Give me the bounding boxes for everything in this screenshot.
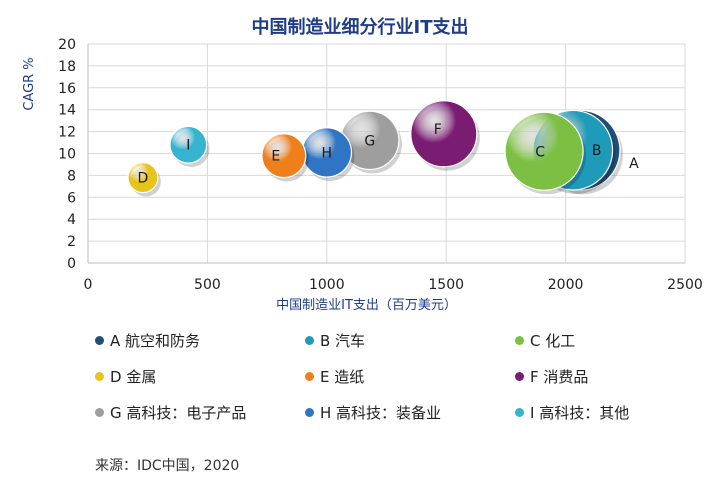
- chart-title: 中国制造业细分行业IT支出: [251, 17, 469, 38]
- y-tick-label: 16: [58, 81, 76, 97]
- bubble-f: [410, 100, 478, 168]
- x-tick-label: 1500: [428, 277, 464, 293]
- legend-dot-icon: [95, 407, 104, 417]
- legend-item: D 金属: [95, 364, 305, 388]
- x-tick-label: 1000: [309, 277, 345, 293]
- legend-dot-icon: [305, 371, 314, 381]
- y-tick-label: 12: [58, 125, 76, 141]
- legend-label: I 高科技：其他: [530, 403, 630, 422]
- bubble-e: [261, 133, 307, 179]
- legend: A 航空和防务 B 汽车 C 化工 D 金属 E 造纸 F 消费品 G 高科技：电子产品 H …: [95, 328, 695, 424]
- y-tick-label: 20: [58, 37, 76, 53]
- bubble-label-h: H: [322, 145, 333, 161]
- x-tick-label: 0: [84, 277, 93, 293]
- legend-dot-icon: [305, 335, 314, 345]
- legend-label: D 金属: [110, 367, 157, 386]
- y-tick-label: 4: [67, 212, 76, 228]
- legend-item: I 高科技：其他: [515, 400, 695, 424]
- legend-label: E 造纸: [320, 367, 365, 386]
- bubble-i: [169, 125, 208, 164]
- bubble-label-b: B: [592, 143, 602, 159]
- y-tick-label: 10: [58, 147, 76, 163]
- legend-item: A 航空和防务: [95, 328, 305, 352]
- legend-item: G 高科技：电子产品: [95, 400, 305, 424]
- bubble-label-e: E: [271, 149, 280, 165]
- y-tick-label: 0: [67, 256, 76, 272]
- y-tick-label: 18: [58, 59, 76, 75]
- bubble-label-g: G: [364, 133, 375, 149]
- y-tick-label: 14: [58, 103, 76, 119]
- y-tick-label: 6: [67, 190, 76, 206]
- x-tick-label: 2000: [548, 277, 584, 293]
- legend-item: B 汽车: [305, 328, 515, 352]
- x-axis-label: 中国制造业IT支出（百万美元）: [276, 298, 457, 313]
- y-tick-label: 8: [67, 168, 76, 184]
- bubble-label-c: C: [535, 144, 545, 160]
- legend-dot-icon: [95, 335, 104, 345]
- bubble-label-i: I: [186, 138, 190, 154]
- legend-dot-icon: [95, 371, 104, 381]
- x-tick-label: 500: [194, 277, 221, 293]
- y-tick-label: 2: [67, 234, 76, 250]
- legend-label: B 汽车: [320, 331, 366, 350]
- legend-dot-icon: [515, 407, 524, 417]
- legend-label: G 高科技：电子产品: [110, 403, 247, 422]
- legend-label: C 化工: [530, 331, 576, 350]
- bubble-chart: 0 2 4 6 8 10 12 14 16 18 20 0 500 1000 1500 2000 2500 中国制…: [22, 37, 703, 313]
- y-axis-label: CAGR %: [22, 57, 37, 110]
- x-tick-label: 2500: [667, 277, 703, 293]
- legend-dot-icon: [515, 371, 524, 381]
- bubble-c: [504, 111, 584, 191]
- source-note: 来源：IDC中国，2020: [95, 458, 240, 474]
- legend-item: F 消费品: [515, 364, 695, 388]
- legend-dot-icon: [305, 407, 314, 417]
- legend-item: E 造纸: [305, 364, 515, 388]
- legend-item: H 高科技：装备业: [305, 400, 515, 424]
- legend-label: H 高科技：装备业: [320, 403, 442, 422]
- legend-label: F 消费品: [530, 367, 589, 386]
- legend-dot-icon: [515, 335, 524, 345]
- bubble-label-d: D: [138, 171, 149, 187]
- legend-item: C 化工: [515, 328, 695, 352]
- bubble-label-a: A: [629, 156, 639, 172]
- bubble-d: [127, 162, 159, 194]
- bubble-label-f: F: [434, 122, 442, 138]
- legend-label: A 航空和防务: [110, 331, 201, 350]
